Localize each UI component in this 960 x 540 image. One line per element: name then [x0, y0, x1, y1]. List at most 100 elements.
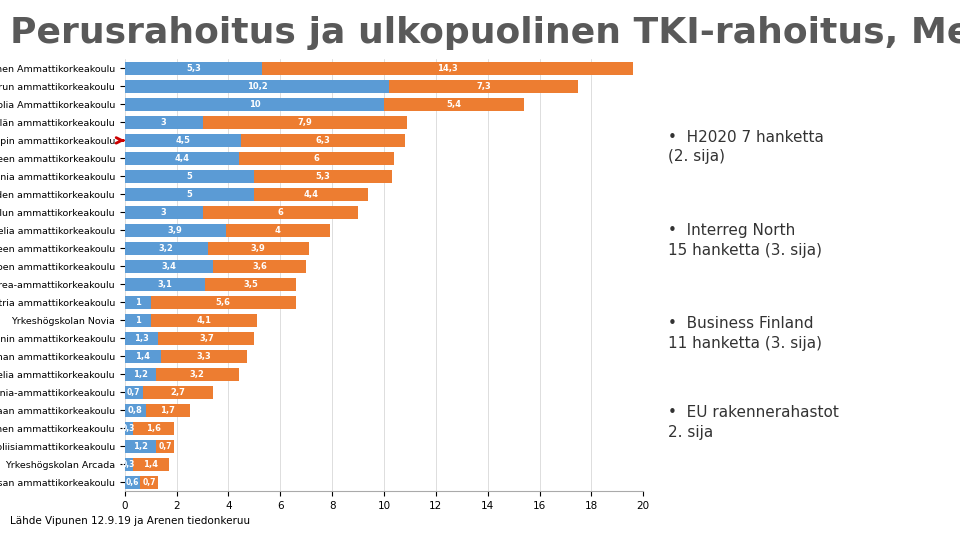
Text: 1: 1 [134, 316, 141, 325]
Text: 6,3: 6,3 [316, 136, 330, 145]
Bar [156, 368, 239, 381]
Bar [239, 152, 395, 165]
Bar [140, 476, 158, 489]
Text: 3,2: 3,2 [158, 244, 174, 253]
Text: 4,5: 4,5 [176, 136, 191, 145]
Text: 0,7: 0,7 [127, 388, 140, 397]
Bar [226, 224, 329, 237]
Bar [125, 368, 156, 381]
Bar [125, 296, 151, 309]
Bar [125, 188, 254, 201]
Text: 3,9: 3,9 [168, 226, 182, 235]
Text: 0,8: 0,8 [128, 406, 142, 415]
Bar [384, 98, 524, 111]
Text: 1,4: 1,4 [135, 352, 151, 361]
Text: 0,7: 0,7 [158, 442, 172, 451]
Bar [125, 242, 207, 255]
Bar [125, 440, 156, 453]
Bar [158, 332, 254, 345]
Text: 4: 4 [275, 226, 280, 235]
Text: 3,5: 3,5 [243, 280, 258, 289]
Text: 4,4: 4,4 [304, 190, 319, 199]
Bar [125, 350, 161, 363]
Bar [213, 260, 306, 273]
Text: 3: 3 [161, 118, 166, 127]
Bar [254, 170, 392, 183]
Text: 4,4: 4,4 [175, 154, 189, 163]
Bar [125, 386, 143, 399]
Text: 5,3: 5,3 [316, 172, 330, 181]
Bar [125, 134, 242, 147]
Text: 7,3: 7,3 [476, 82, 492, 91]
Bar [156, 440, 174, 453]
Text: 5: 5 [186, 190, 193, 199]
Text: 1,6: 1,6 [146, 424, 161, 433]
Bar [125, 260, 213, 273]
Bar [203, 206, 358, 219]
Text: 3,9: 3,9 [251, 244, 266, 253]
Text: 0,6: 0,6 [126, 478, 139, 487]
Text: 0,3: 0,3 [122, 460, 135, 469]
Text: 14,3: 14,3 [437, 64, 458, 73]
Bar [125, 404, 146, 417]
Bar [125, 314, 151, 327]
Text: 6: 6 [314, 154, 320, 163]
Text: 7,9: 7,9 [298, 118, 312, 127]
Text: 3,1: 3,1 [157, 280, 173, 289]
Bar [125, 152, 239, 165]
Text: 2,7: 2,7 [171, 388, 185, 397]
Bar [262, 62, 633, 75]
Text: Perusrahoitus ja ulkopuolinen TKI-rahoitus, Meur: Perusrahoitus ja ulkopuolinen TKI-rahoit… [10, 16, 960, 50]
Bar [125, 224, 226, 237]
Bar [125, 206, 203, 219]
Bar [125, 116, 203, 129]
Text: •  Business Finland
11 hanketta (3. sija): • Business Finland 11 hanketta (3. sija) [668, 316, 822, 350]
Text: 3,3: 3,3 [197, 352, 211, 361]
Text: 3: 3 [161, 208, 166, 217]
Text: •  EU rakennerahastot
2. sija: • EU rakennerahastot 2. sija [668, 405, 838, 440]
Text: •  Interreg North
15 hanketta (3. sija): • Interreg North 15 hanketta (3. sija) [668, 222, 822, 258]
Text: 5,3: 5,3 [186, 64, 201, 73]
Text: 0,3: 0,3 [122, 424, 135, 433]
Bar [125, 170, 254, 183]
Text: 0,7: 0,7 [143, 478, 156, 487]
Text: 5: 5 [186, 172, 193, 181]
Text: 4,1: 4,1 [197, 316, 211, 325]
Text: 10,2: 10,2 [247, 82, 268, 91]
Bar [125, 98, 384, 111]
Bar [125, 422, 132, 435]
Text: 3,7: 3,7 [199, 334, 214, 343]
Bar [143, 386, 213, 399]
Text: 6: 6 [277, 208, 283, 217]
Text: 1: 1 [134, 298, 141, 307]
Bar [254, 188, 369, 201]
Text: 1,7: 1,7 [160, 406, 175, 415]
Bar [146, 404, 190, 417]
Bar [151, 314, 257, 327]
Bar [125, 80, 389, 93]
Bar [125, 332, 158, 345]
Bar [242, 134, 405, 147]
Bar [132, 422, 174, 435]
Text: 1,4: 1,4 [143, 460, 158, 469]
Bar [389, 80, 578, 93]
Text: Lähde Vipunen 12.9.19 ja Arenen tiedonkeruu: Lähde Vipunen 12.9.19 ja Arenen tiedonke… [10, 516, 250, 526]
Text: 3,2: 3,2 [190, 370, 204, 379]
Text: 1,2: 1,2 [132, 370, 148, 379]
Bar [125, 476, 140, 489]
Bar [132, 458, 169, 471]
Bar [205, 278, 296, 291]
Text: 10: 10 [249, 100, 260, 109]
Bar [125, 458, 132, 471]
Text: •  H2020 7 hanketta
(2. sija): • H2020 7 hanketta (2. sija) [668, 130, 824, 164]
Text: 5,4: 5,4 [446, 100, 462, 109]
Text: 1,2: 1,2 [132, 442, 148, 451]
Bar [207, 242, 309, 255]
Bar [125, 62, 262, 75]
Text: 3,6: 3,6 [252, 262, 267, 271]
Text: 3,4: 3,4 [161, 262, 177, 271]
Bar [151, 296, 296, 309]
Text: 1,3: 1,3 [134, 334, 149, 343]
Bar [125, 278, 205, 291]
Bar [203, 116, 407, 129]
